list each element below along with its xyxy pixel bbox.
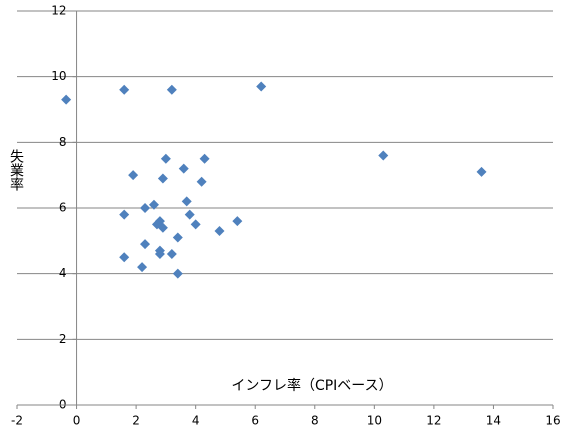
x-tick-label: 6 — [251, 414, 259, 428]
x-tick-label: 4 — [192, 414, 200, 428]
y-tick-label: 4 — [59, 266, 67, 280]
x-tick-label: 12 — [426, 414, 441, 428]
point — [166, 248, 177, 259]
point — [199, 153, 210, 164]
point — [154, 248, 165, 259]
x-tick-label: 8 — [311, 414, 319, 428]
y-tick-label: 2 — [59, 332, 67, 346]
point — [119, 252, 130, 263]
point — [137, 262, 148, 273]
point — [378, 150, 389, 161]
point — [166, 84, 177, 95]
point — [190, 219, 201, 230]
point — [172, 268, 183, 279]
point — [172, 232, 183, 243]
x-tick-label: 14 — [486, 414, 501, 428]
point — [157, 173, 168, 184]
y-tick-label: 10 — [51, 69, 66, 83]
point — [128, 170, 139, 181]
x-tick-label: 16 — [545, 414, 560, 428]
point — [160, 153, 171, 164]
x-tick-label: 2 — [132, 414, 140, 428]
y-axis-title: 失業率 — [8, 149, 24, 191]
point — [119, 209, 130, 220]
x-axis-title: インフレ率（CPIベース） — [231, 377, 392, 394]
point — [181, 196, 192, 207]
point — [256, 81, 267, 92]
point — [140, 203, 151, 213]
point — [232, 216, 243, 227]
point — [214, 225, 225, 236]
y-tick-label: 8 — [59, 135, 67, 149]
point — [140, 239, 151, 250]
x-tick-label: 10 — [367, 414, 382, 428]
point — [196, 176, 207, 187]
x-tick-label: 0 — [73, 414, 81, 428]
point — [148, 199, 159, 210]
point — [178, 163, 189, 174]
point — [61, 94, 72, 105]
x-tick-label: -2 — [11, 414, 23, 428]
y-tick-label: 12 — [51, 4, 66, 18]
point — [476, 166, 487, 177]
point — [184, 209, 195, 220]
point — [119, 84, 130, 95]
point — [157, 222, 168, 233]
y-tick-label: 6 — [59, 201, 67, 215]
